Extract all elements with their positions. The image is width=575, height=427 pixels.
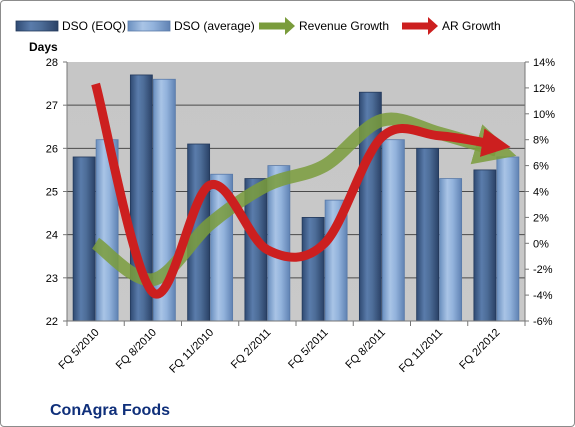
legend-ar-growth-label: AR Growth — [442, 19, 501, 33]
x-tick-label: FQ 2/2012 — [457, 327, 502, 372]
legend-dso-eoq-label: DSO (EOQ) — [62, 19, 126, 33]
bar-dso-eoq — [301, 216, 325, 322]
legend-ar-growth-arrowhead — [428, 17, 438, 35]
legend-revenue-growth-arrowhead — [285, 17, 295, 35]
y2-tick-label: 4% — [533, 187, 549, 199]
y2-tick-label: 0% — [533, 238, 549, 250]
x-tick-label: FQ 5/2010 — [57, 327, 102, 372]
bar-dso-average — [496, 156, 520, 322]
x-tick-label: FQ 2/2011 — [229, 327, 274, 372]
legend-dso-average-swatch — [127, 20, 171, 32]
bar-dso-eoq — [416, 147, 440, 322]
bar-dso-eoq — [473, 169, 497, 322]
y-tick-label: 28 — [46, 57, 58, 69]
x-tick-label: FQ 11/2010 — [167, 327, 216, 376]
bar-dso-average — [439, 178, 463, 322]
y-axis-title: Days — [29, 40, 58, 54]
x-tick-label: FQ 8/2010 — [114, 327, 159, 372]
y2-tick-label: 6% — [533, 161, 549, 173]
legend-revenue-growth-label: Revenue Growth — [299, 19, 389, 33]
y-tick-label: 25 — [46, 187, 58, 199]
y2-tick-label: 14% — [533, 57, 555, 69]
bar-dso-eoq — [72, 156, 96, 322]
y-tick-label: 22 — [46, 316, 58, 328]
y2-tick-label: -2% — [533, 264, 553, 276]
line-ar-growth — [91, 82, 511, 299]
legend-dso-average-label: DSO (average) — [174, 19, 255, 33]
bar-dso-average — [381, 139, 405, 322]
legend-dso-eoq-swatch — [15, 20, 59, 32]
y2-tick-label: -6% — [533, 316, 553, 328]
y-tick-label: 26 — [46, 143, 58, 155]
x-tick-label: FQ 8/2011 — [343, 327, 388, 372]
y-tick-label: 23 — [46, 273, 58, 285]
y2-tick-label: 2% — [533, 212, 549, 224]
x-tick-label: FQ 5/2011 — [286, 327, 331, 372]
y2-tick-label: 10% — [533, 109, 555, 121]
x-tick-label: FQ 11/2011 — [397, 327, 445, 375]
y2-tick-label: 12% — [533, 83, 555, 95]
legend: DSO (EOQ) DSO (average) Revenue Growth AR G… — [15, 17, 501, 35]
y-tick-label: 27 — [46, 100, 58, 112]
growth-lines — [91, 82, 517, 299]
chart-title: ConAgra Foods — [50, 402, 170, 419]
y2-tick-label: 8% — [533, 135, 549, 147]
y2-tick-label: -4% — [533, 290, 553, 302]
y-tick-label: 24 — [46, 230, 58, 242]
